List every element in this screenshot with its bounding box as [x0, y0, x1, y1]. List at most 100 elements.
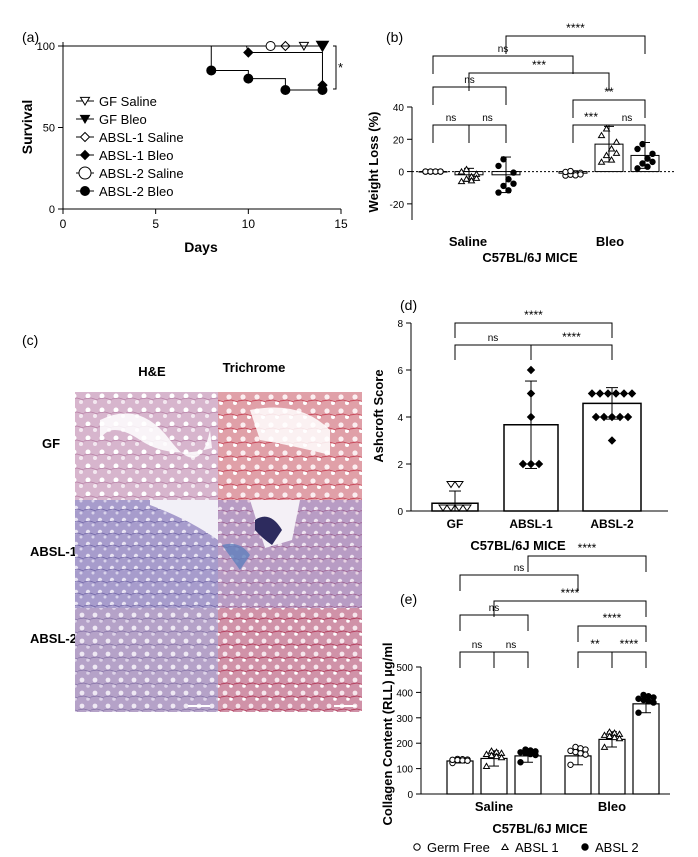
ashcroft-point	[607, 412, 617, 422]
weight-y-label: Weight Loss (%)	[366, 112, 381, 213]
collagen-sig-0-label: ns	[472, 640, 483, 651]
weight-sig-6-label: ***	[532, 58, 546, 72]
weight-point	[562, 168, 569, 176]
survival-marker	[206, 65, 217, 76]
collagen-sig-6-bracket	[493, 600, 647, 617]
collagen-point	[650, 699, 657, 706]
trichrome-column-label: Trichrome	[223, 360, 286, 375]
collagen-point	[600, 731, 609, 738]
collagen-legend-label: ABSL 2	[595, 840, 639, 855]
panel-d-label: (d)	[400, 297, 417, 313]
collagen-point	[517, 749, 524, 756]
collagen-point	[492, 752, 501, 760]
collagen-ytick-label: 300	[396, 714, 413, 725]
survival-legend-label: ABSL-2 Bleo	[99, 184, 173, 199]
ashcroft-y-label: Ashcroft Score	[371, 369, 386, 462]
survival-x-label: Days	[184, 239, 218, 255]
weight-sig-4-bracket	[608, 124, 646, 143]
collagen-ytick-label: 100	[396, 765, 413, 776]
weight-point	[649, 158, 656, 166]
weight-point	[462, 165, 471, 173]
collagen-ytick-label: 200	[396, 739, 413, 750]
collagen-ytick-label: 400	[396, 688, 413, 699]
collagen-ytick-label: 0	[407, 790, 413, 801]
weight-x-label: C57BL/6J MICE	[482, 250, 578, 265]
ashcroft-point	[518, 459, 528, 469]
ashcroft-point	[534, 459, 544, 469]
panel-c-label: (c)	[22, 332, 38, 348]
weight-category-label: Saline	[449, 234, 487, 249]
weight-point	[644, 163, 651, 170]
ashcroft-ytick-label: 6	[397, 366, 403, 377]
ashcroft-ytick-label: 4	[397, 413, 403, 424]
collagen-point	[482, 762, 491, 769]
weight-point	[505, 187, 512, 194]
ashcroft-point	[619, 389, 629, 398]
survival-legend-marker	[78, 166, 92, 180]
weight-point	[644, 155, 651, 162]
weight-point	[437, 168, 444, 175]
weight-point	[567, 167, 574, 175]
survival-y-label: Survival	[19, 100, 35, 154]
survival-legend-marker	[79, 114, 91, 125]
weight-point	[577, 171, 584, 178]
weight-point	[597, 158, 606, 165]
ashcroft-point	[526, 412, 536, 422]
ashcroft-point	[627, 389, 637, 398]
collagen-sig-7-bracket	[459, 574, 579, 591]
tri-absl1-dense	[255, 516, 282, 545]
weight-point	[495, 189, 502, 196]
he-gf-image	[75, 392, 218, 500]
weight-point	[510, 180, 517, 187]
collagen-x-label: C57BL/6J MICE	[492, 821, 588, 836]
panel-e-label: (e)	[400, 591, 417, 607]
collagen-legend-marker	[581, 843, 589, 851]
panel-b-label: (b)	[386, 29, 403, 45]
weight-sig-0-label: ns	[446, 113, 457, 124]
weight-point	[607, 155, 616, 163]
weight-category-label: Bleo	[596, 234, 624, 249]
ashcroft-point	[446, 481, 456, 489]
weight-ytick-label: -20	[390, 200, 405, 211]
collagen-legend-label: ABSL 1	[515, 840, 559, 855]
weight-ytick-label: 0	[398, 168, 404, 179]
collagen-category-label: Bleo	[598, 799, 626, 814]
collagen-point	[517, 759, 524, 766]
weight-loss-chart: Weight Loss (%) C57BL/6J MICE -20 0 20 40 Sa…	[366, 21, 676, 265]
he-absl2-image	[75, 608, 218, 712]
survival-ytick-label: 100	[37, 41, 55, 53]
ashcroft-ytick-label: 2	[397, 460, 403, 471]
ashcroft-point	[454, 504, 464, 512]
weight-sig-5-label: **	[604, 85, 614, 99]
collagen-sig-6-label: ****	[561, 586, 580, 600]
weight-point	[634, 145, 641, 153]
collagen-sig-4-bracket	[611, 651, 647, 668]
collagen-legend-marker	[413, 843, 421, 851]
ashcroft-x-label: C57BL/6J MICE	[470, 538, 566, 553]
weight-point	[649, 150, 656, 158]
collagen-point	[482, 750, 491, 757]
collagen-sig-2-bracket	[459, 614, 529, 631]
weight-point	[602, 151, 611, 159]
collagen-sig-8-bracket	[527, 555, 647, 572]
weight-ytick-label: 20	[393, 135, 405, 146]
collagen-sig-7-label: ns	[514, 563, 525, 574]
collagen-chart: Collagen Content (RLL) µg/ml C57BL/6J MI…	[380, 541, 670, 855]
survival-marker	[317, 85, 328, 96]
collagen-point	[497, 753, 506, 761]
weight-ytick-label: 40	[393, 103, 405, 114]
collagen-point	[567, 761, 574, 768]
collagen-point	[464, 757, 471, 764]
survival-legend-label: ABSL-2 Saline	[99, 166, 184, 181]
collagen-ytick-label: 500	[396, 663, 413, 674]
collagen-bar	[446, 760, 474, 795]
collagen-point	[615, 734, 624, 742]
ashcroft-point	[599, 412, 609, 422]
weight-point	[500, 182, 507, 190]
survival-marker	[280, 85, 291, 96]
survival-legend-label: GF Bleo	[99, 112, 147, 127]
ashcroft-xtick-label: ABSL-1	[509, 517, 553, 531]
ashcroft-xtick-label: ABSL-2	[590, 517, 634, 531]
ashcroft-point	[438, 504, 448, 512]
